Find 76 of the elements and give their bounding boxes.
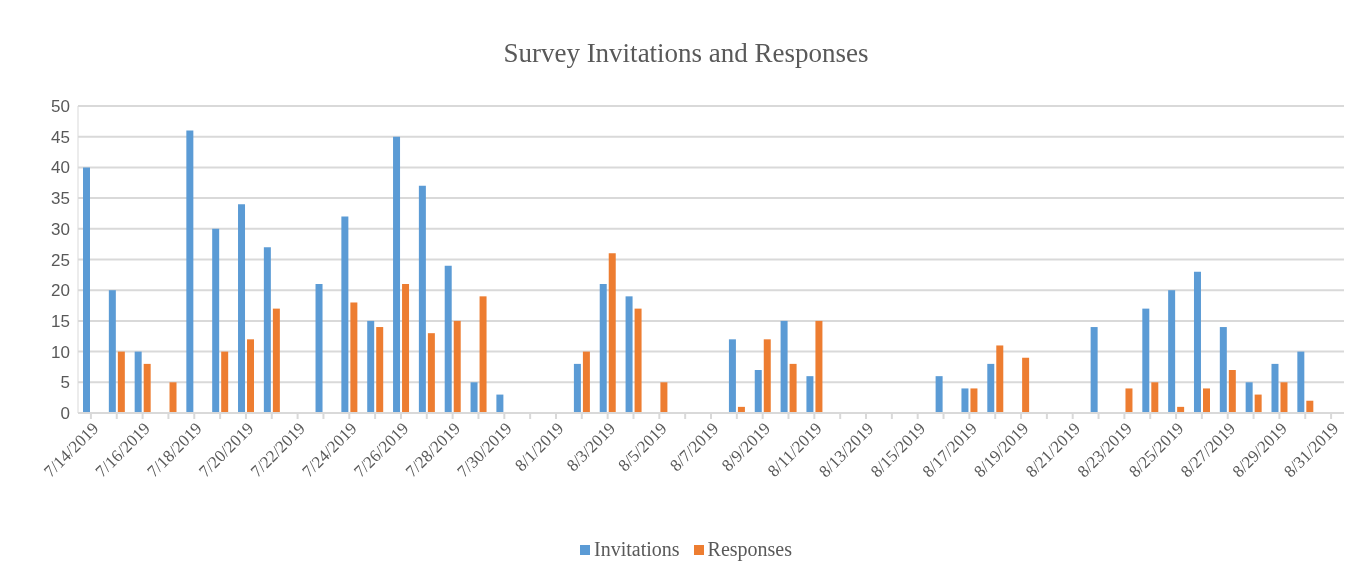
legend-label: Invitations — [593, 538, 680, 561]
bar — [1306, 400, 1314, 413]
y-tick-label: 35 — [51, 189, 70, 209]
bar — [367, 320, 375, 413]
bar — [961, 388, 969, 413]
bar — [212, 228, 220, 413]
y-tick-label: 40 — [51, 158, 70, 178]
bar — [1219, 327, 1227, 413]
bar — [221, 351, 229, 413]
bar — [376, 327, 384, 413]
bar — [660, 382, 668, 413]
bar — [315, 284, 323, 413]
bar — [1297, 351, 1305, 413]
bar — [1125, 388, 1133, 413]
bar — [444, 265, 452, 413]
y-tick-label: 15 — [51, 311, 70, 331]
bar — [418, 185, 426, 413]
bar — [970, 388, 978, 413]
y-tick-label: 5 — [60, 373, 70, 393]
bar — [1022, 357, 1030, 413]
bar — [789, 363, 797, 413]
y-tick-label: 25 — [51, 250, 70, 270]
bar — [1245, 382, 1253, 413]
bar — [1193, 271, 1201, 413]
bar — [987, 363, 995, 413]
y-tick-label: 20 — [51, 281, 70, 301]
bar — [728, 339, 736, 413]
bar — [763, 339, 771, 413]
bar — [625, 296, 633, 413]
bar — [186, 130, 194, 413]
bar — [272, 308, 280, 413]
bar — [341, 216, 349, 413]
bar — [1280, 382, 1288, 413]
bar — [263, 247, 271, 413]
bar — [134, 351, 142, 413]
bar — [1228, 370, 1236, 413]
y-tick-label: 50 — [51, 97, 70, 117]
bar — [83, 167, 90, 413]
y-tick-label: 45 — [51, 127, 70, 147]
bar — [599, 284, 607, 413]
bar — [108, 290, 116, 413]
bar — [470, 382, 478, 413]
bar — [143, 363, 151, 413]
bar — [238, 204, 246, 413]
bar — [247, 339, 255, 413]
bar — [815, 320, 823, 413]
bar — [935, 376, 943, 413]
bar — [1151, 382, 1159, 413]
bar — [573, 363, 581, 413]
bar — [780, 320, 788, 413]
bar — [350, 302, 358, 413]
bar — [479, 296, 487, 413]
bar — [1142, 308, 1150, 413]
chart-title: Survey Invitations and Responses — [502, 37, 870, 70]
y-tick-label: 10 — [51, 342, 70, 362]
bar — [169, 382, 177, 413]
bar — [634, 308, 642, 413]
bar — [582, 351, 590, 413]
bar — [1202, 388, 1210, 413]
bar — [117, 351, 125, 413]
bar — [453, 320, 461, 413]
y-tick-label: 30 — [51, 219, 70, 239]
bar — [402, 284, 410, 413]
bar — [1271, 363, 1279, 413]
bar — [1090, 327, 1098, 413]
bar — [754, 370, 762, 413]
legend-label: Responses — [706, 538, 792, 561]
bar — [996, 345, 1004, 413]
bar — [806, 376, 814, 413]
bar — [496, 394, 504, 413]
bar — [1254, 394, 1262, 413]
bar — [608, 253, 616, 413]
bar — [427, 333, 435, 413]
y-tick-label: 0 — [60, 404, 70, 424]
bar — [1168, 290, 1176, 413]
bar — [393, 136, 401, 413]
